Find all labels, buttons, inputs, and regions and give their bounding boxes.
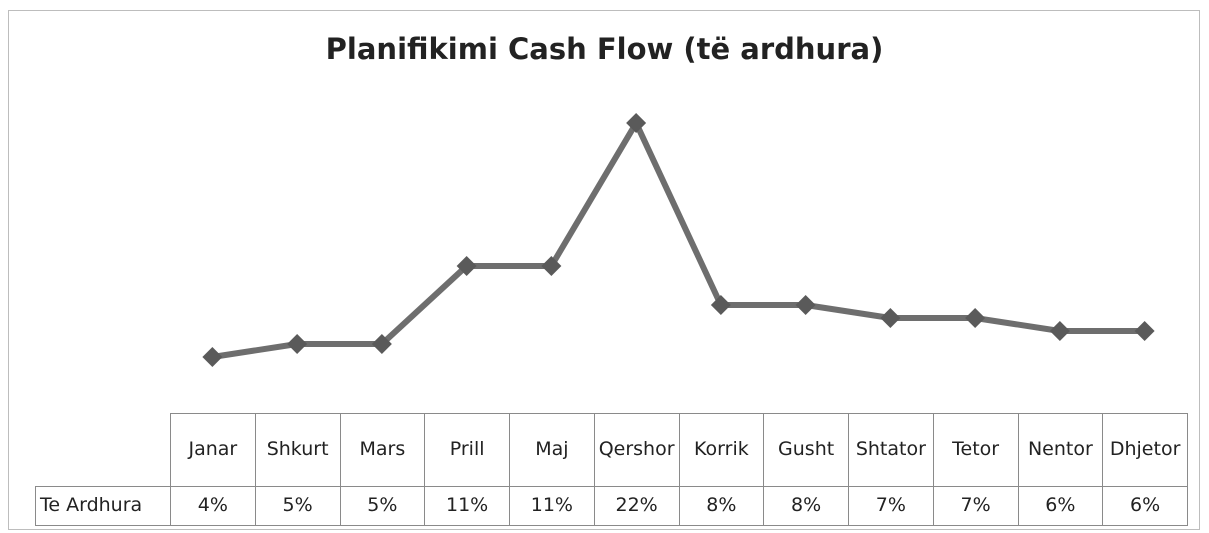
value-label: 4% [170, 486, 256, 526]
chart-frame [8, 10, 1200, 530]
category-label: Qershor [593, 413, 680, 487]
category-label: Janar [170, 413, 256, 487]
marker [1134, 321, 1155, 341]
value-label: 8% [678, 486, 765, 526]
category-label: Tetor [932, 413, 1019, 487]
marker [1049, 321, 1070, 341]
value-label: 22% [593, 486, 680, 526]
marker [287, 334, 308, 354]
marker [202, 347, 223, 367]
category-label: Gusht [763, 413, 849, 487]
category-label: Maj [509, 413, 595, 487]
marker [880, 308, 901, 328]
marker [541, 256, 562, 276]
category-label: Nentor [1017, 413, 1104, 487]
category-label: Dhjetor [1102, 413, 1188, 487]
category-label: Shkurt [254, 413, 341, 487]
value-label: 8% [763, 486, 849, 526]
marker [795, 295, 816, 315]
value-label: 5% [339, 486, 426, 526]
marker [965, 308, 986, 328]
category-label: Korrik [678, 413, 765, 487]
chart-title: Planifikimi Cash Flow (të ardhura) [325, 32, 884, 66]
marker [456, 256, 477, 276]
value-label: 11% [509, 486, 595, 526]
value-label: 7% [848, 486, 934, 526]
marker [371, 334, 392, 354]
line [211, 120, 1145, 360]
category-label: Shtator [848, 413, 934, 487]
category-label: Prill [424, 413, 510, 487]
marker [710, 295, 731, 315]
category-label: Mars [339, 413, 426, 487]
value-label: 6% [1017, 486, 1104, 526]
marker [626, 113, 647, 133]
value-label: 11% [424, 486, 510, 526]
value-label: 5% [254, 486, 341, 526]
series-name: Te Ardhura [35, 486, 171, 526]
value-label: 7% [932, 486, 1019, 526]
value-label: 6% [1102, 486, 1188, 526]
